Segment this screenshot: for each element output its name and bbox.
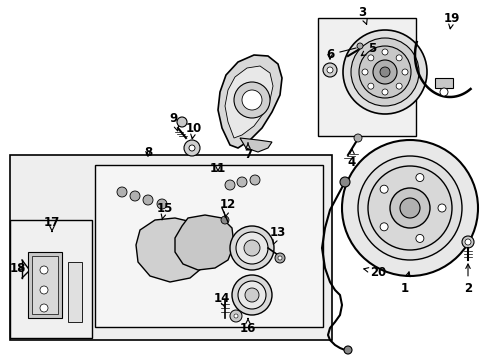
Circle shape (189, 145, 195, 151)
Text: 6: 6 (325, 49, 333, 62)
Circle shape (157, 199, 167, 209)
Polygon shape (240, 138, 271, 152)
Bar (317, 18, 415, 136)
Text: 12: 12 (220, 198, 236, 217)
Circle shape (356, 43, 362, 49)
Circle shape (395, 55, 401, 61)
Circle shape (350, 38, 418, 106)
Polygon shape (224, 66, 272, 138)
Circle shape (224, 180, 235, 190)
Circle shape (40, 266, 48, 274)
Text: 17: 17 (44, 216, 60, 231)
Circle shape (464, 239, 470, 245)
Circle shape (361, 69, 367, 75)
Text: 2: 2 (463, 264, 471, 294)
Circle shape (236, 232, 267, 264)
Polygon shape (136, 218, 207, 282)
Circle shape (242, 90, 262, 110)
Text: 15: 15 (157, 202, 173, 220)
Circle shape (367, 166, 451, 250)
Text: 4: 4 (347, 149, 355, 168)
Circle shape (353, 134, 361, 142)
Bar (434, 78, 452, 88)
Circle shape (249, 175, 260, 185)
Circle shape (40, 304, 48, 312)
Text: 11: 11 (209, 162, 225, 175)
Text: 9: 9 (169, 112, 178, 131)
Bar (10, 220, 92, 338)
Circle shape (238, 281, 265, 309)
Circle shape (381, 49, 387, 55)
Circle shape (221, 216, 228, 224)
Text: 7: 7 (244, 143, 251, 162)
Circle shape (439, 88, 447, 96)
Bar (95, 165, 323, 327)
Polygon shape (218, 55, 282, 148)
Circle shape (399, 198, 419, 218)
Circle shape (234, 314, 238, 318)
Circle shape (244, 240, 260, 256)
Circle shape (381, 89, 387, 95)
Circle shape (379, 185, 387, 193)
Circle shape (229, 226, 273, 270)
Circle shape (244, 288, 259, 302)
Circle shape (130, 191, 140, 201)
Circle shape (437, 204, 445, 212)
Circle shape (367, 83, 373, 89)
Circle shape (341, 140, 477, 276)
Circle shape (379, 223, 387, 231)
Text: 16: 16 (239, 319, 256, 334)
Circle shape (342, 30, 426, 114)
Text: 19: 19 (443, 12, 459, 29)
Polygon shape (175, 215, 234, 270)
Circle shape (379, 67, 389, 77)
Circle shape (389, 188, 429, 228)
Text: 20: 20 (363, 266, 386, 279)
Circle shape (323, 63, 336, 77)
Circle shape (401, 69, 407, 75)
Text: 1: 1 (400, 272, 409, 294)
Circle shape (183, 140, 200, 156)
Text: 8: 8 (143, 145, 152, 158)
Circle shape (40, 286, 48, 294)
Circle shape (237, 177, 246, 187)
Polygon shape (28, 252, 62, 318)
Circle shape (274, 253, 285, 263)
Circle shape (461, 236, 473, 248)
Circle shape (234, 82, 269, 118)
Circle shape (357, 156, 461, 260)
Circle shape (231, 275, 271, 315)
Circle shape (343, 346, 351, 354)
Circle shape (372, 60, 396, 84)
Text: 5: 5 (361, 41, 375, 56)
Circle shape (395, 83, 401, 89)
Text: 13: 13 (269, 225, 285, 244)
Circle shape (229, 310, 242, 322)
Circle shape (339, 177, 349, 187)
Polygon shape (68, 262, 82, 322)
Circle shape (415, 234, 423, 242)
Bar (10, 155, 331, 340)
Circle shape (117, 187, 127, 197)
Text: 10: 10 (185, 122, 202, 139)
Text: 3: 3 (357, 5, 366, 24)
Circle shape (367, 55, 373, 61)
Circle shape (415, 174, 423, 181)
Text: 18: 18 (10, 261, 26, 274)
Circle shape (142, 195, 153, 205)
Circle shape (358, 46, 410, 98)
Polygon shape (32, 256, 58, 314)
Circle shape (326, 67, 332, 73)
Circle shape (278, 256, 282, 260)
Circle shape (177, 117, 186, 127)
Text: 14: 14 (213, 292, 230, 307)
